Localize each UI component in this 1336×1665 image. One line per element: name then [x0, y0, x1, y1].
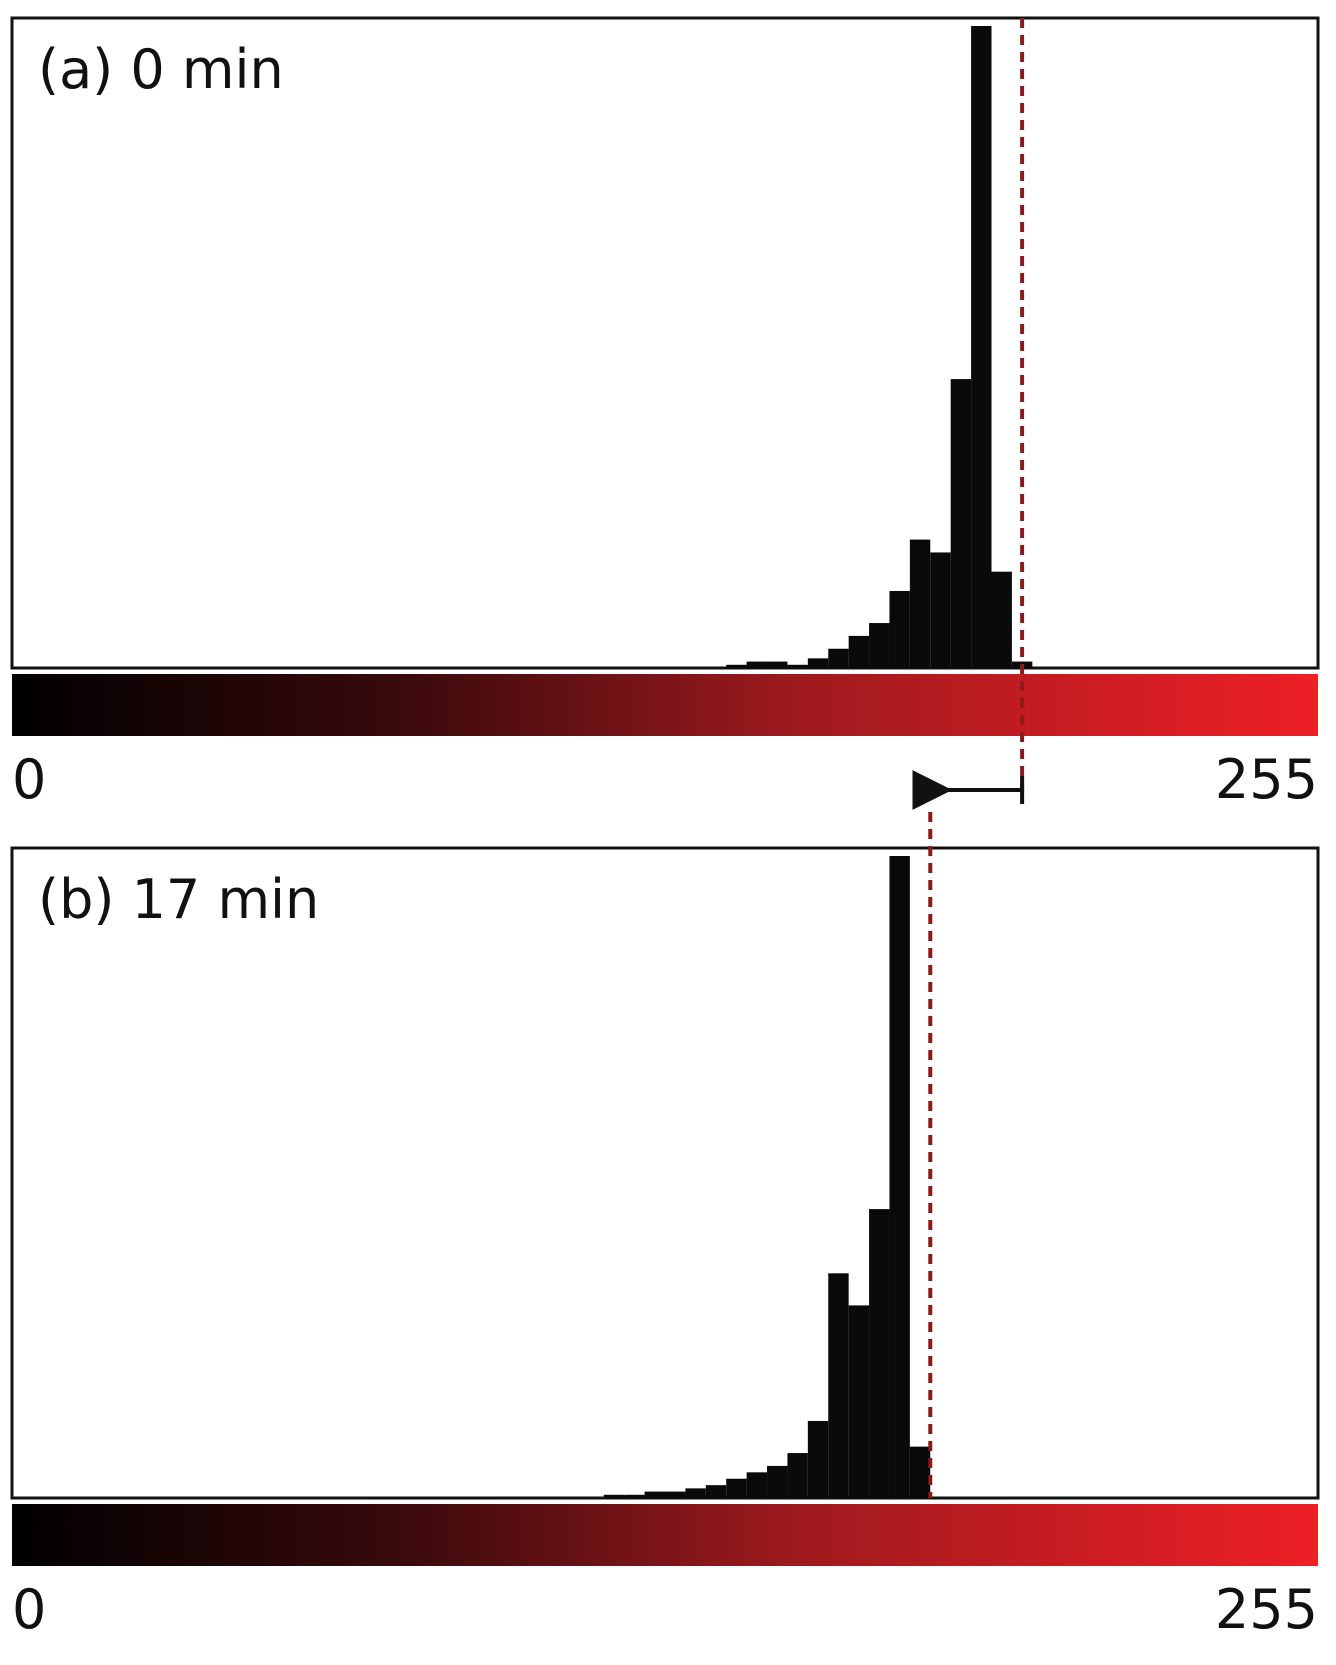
histogram-bar [991, 571, 1012, 668]
histogram-bar [746, 661, 768, 668]
histogram-bar [869, 1209, 890, 1498]
histogram-bar [603, 1494, 625, 1498]
histogram-bar [726, 664, 747, 668]
histogram-bar [909, 539, 931, 668]
histogram-bar [705, 1485, 727, 1498]
plot-frame [10, 846, 1320, 1500]
histogram-bar [787, 664, 808, 668]
histogram-bar [950, 379, 972, 668]
histogram-bar [889, 856, 910, 1498]
histogram-bar [807, 1420, 829, 1498]
histogram-bar [726, 1478, 747, 1498]
x-tick-label: 255 [1215, 1578, 1318, 1641]
histogram-bar [624, 1494, 645, 1498]
histogram-bar [930, 552, 951, 668]
x-tick-label: 0 [12, 748, 46, 811]
histogram-bar [848, 1305, 870, 1498]
histogram-bar [828, 648, 849, 668]
histogram-bar [787, 1453, 808, 1498]
histogram-bar [685, 1488, 706, 1498]
plot-frame [10, 16, 1320, 670]
histogram-bar [746, 1472, 768, 1498]
histogram-bar [644, 1491, 665, 1498]
colorbar [12, 1504, 1318, 1566]
histogram-bar [869, 623, 890, 668]
histogram-bar [665, 1491, 686, 1498]
histogram-bar [828, 1273, 849, 1498]
histogram-bar [909, 1446, 931, 1498]
histogram-bar [971, 26, 992, 668]
x-tick-label: 255 [1215, 748, 1318, 811]
panel-title: (b) 17 min [38, 868, 319, 931]
panel-title: (a) 0 min [38, 38, 284, 101]
histogram-bar [767, 661, 788, 668]
histogram-bar [767, 1465, 788, 1498]
histogram-bar [889, 590, 910, 668]
x-tick-label: 0 [12, 1578, 46, 1641]
histogram-bar [807, 658, 829, 668]
histogram-bar [848, 635, 870, 668]
colorbar [12, 674, 1318, 736]
